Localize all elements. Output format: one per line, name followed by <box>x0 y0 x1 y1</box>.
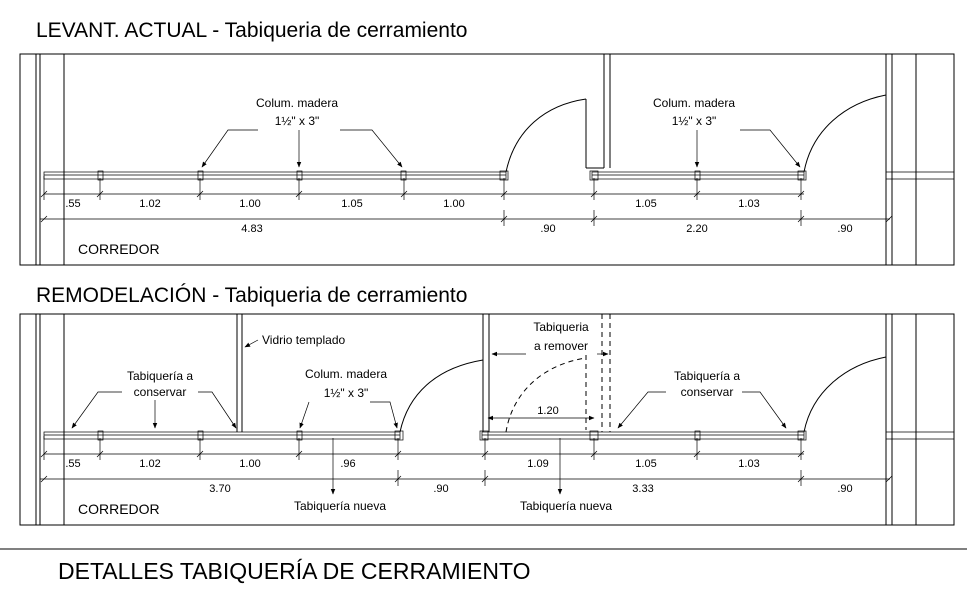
remodel-keep-right-1: Tabiquería a <box>674 369 740 383</box>
remodel-dim-b-3: .90 <box>837 483 852 495</box>
remodel-dim-a-3: .96 <box>340 458 355 470</box>
remodel-dim-a-5: 1.05 <box>635 458 656 470</box>
remodel-dim-a-6: 1.03 <box>738 458 759 470</box>
remodel-elevation: 1.20 Vidrio templado Tabiqueria a remove… <box>19 313 955 526</box>
remodel-dim-a-0: .55 <box>65 458 80 470</box>
current-dim-b-1: .90 <box>540 223 555 235</box>
remodel-room-label: CORREDOR <box>78 501 160 517</box>
remodel-dim-b-0: 3.70 <box>209 483 230 495</box>
remodel-dim-a-2: 1.00 <box>239 458 260 470</box>
current-room-label: CORREDOR <box>78 241 160 257</box>
current-elevation: Colum. madera 1½" x 3" Colum. madera 1½"… <box>19 53 955 266</box>
current-column-size-2: 1½" x 3" <box>672 114 717 128</box>
remodel-dim-a-1: 1.02 <box>139 458 160 470</box>
current-dim-b-2: 2.20 <box>686 223 707 235</box>
remodel-keep-left-1: Tabiquería a <box>127 369 193 383</box>
current-dim-a-5: 1.05 <box>635 198 656 210</box>
current-dim-a-1: 1.02 <box>139 198 160 210</box>
current-column-label-2: Colum. madera <box>653 96 735 110</box>
current-dim-a-3: 1.05 <box>341 198 362 210</box>
current-dim-a-4: 1.00 <box>443 198 464 210</box>
remodel-column-size: 1½" x 3" <box>324 386 369 400</box>
remodel-remove-label-2: a remover <box>534 339 588 353</box>
remodel-door-width: 1.20 <box>537 405 558 417</box>
current-dim-b-0: 4.83 <box>241 223 262 235</box>
remodel-title: REMODELACIÓN - Tabiqueria de cerramiento <box>36 284 467 307</box>
remodel-keep-left-2: conservar <box>134 385 187 399</box>
current-dim-a-2: 1.00 <box>239 198 260 210</box>
remodel-dim-b-1: .90 <box>433 483 448 495</box>
remodel-remove-label-1: Tabiqueria <box>533 320 589 334</box>
remodel-dim-b-2: 3.33 <box>632 483 653 495</box>
current-column-size-1: 1½" x 3" <box>275 114 320 128</box>
sheet-title: DETALLES TABIQUERÍA DE CERRAMIENTO <box>58 558 530 584</box>
current-column-label-1: Colum. madera <box>256 96 338 110</box>
current-dim-a-6: 1.03 <box>738 198 759 210</box>
remodel-new-label-1: Tabiquería nueva <box>294 499 386 513</box>
current-dim-a-0: .55 <box>65 198 80 210</box>
current-title: LEVANT. ACTUAL - Tabiqueria de cerramien… <box>36 19 467 42</box>
remodel-dim-a-4: 1.09 <box>527 458 548 470</box>
remodel-new-label-2: Tabiquería nueva <box>520 499 612 513</box>
remodel-column-label: Colum. madera <box>305 367 387 381</box>
remodel-keep-right-2: conservar <box>681 385 734 399</box>
remodel-glass-label: Vidrio templado <box>262 333 345 347</box>
current-dim-b-3: .90 <box>837 223 852 235</box>
